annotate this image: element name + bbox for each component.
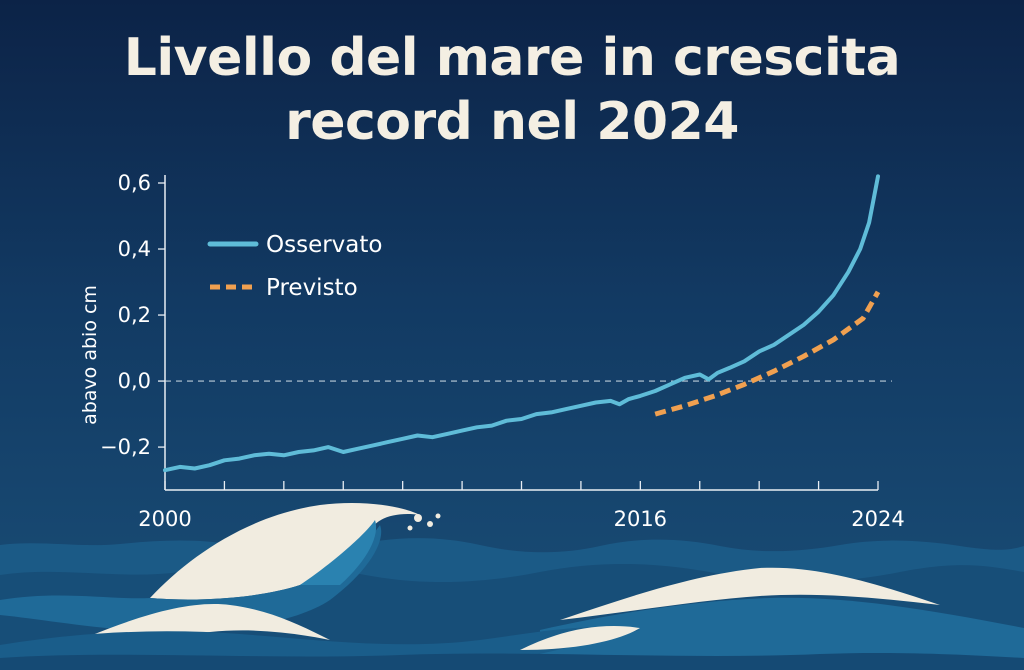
x-tick-label: 2024	[851, 507, 904, 531]
y-axis-ticks: 0,6 0,4 0,2 0,0 −0,2	[100, 171, 165, 459]
series-line-previsto	[654, 290, 881, 417]
y-tick-label: −0,2	[100, 435, 151, 459]
series-line-osservato	[163, 174, 880, 473]
chart-series	[163, 174, 881, 473]
x-axis-ticks: 2000 2016 2024	[138, 507, 904, 531]
y-axis-label: abavo abio cm	[79, 285, 101, 425]
title-line-2: record nel 2024	[285, 92, 739, 152]
y-tick-label: 0,2	[118, 303, 151, 327]
chart-legend: Osservato Previsto	[207, 232, 382, 301]
legend-label-osservato: Osservato	[266, 232, 382, 258]
y-tick-label: 0,4	[118, 237, 151, 261]
chart-axes	[164, 175, 892, 491]
legend-label-previsto: Previsto	[266, 275, 358, 301]
decorative-waves	[0, 503, 1024, 670]
y-tick-label: 0,0	[118, 369, 151, 393]
page-title: Livello del mare in crescita record nel …	[0, 26, 1024, 154]
x-tick-label: 2000	[138, 507, 191, 531]
x-tick-label: 2016	[614, 507, 667, 531]
y-tick-label: 0,6	[118, 171, 151, 195]
title-line-1: Livello del mare in crescita	[123, 28, 901, 88]
